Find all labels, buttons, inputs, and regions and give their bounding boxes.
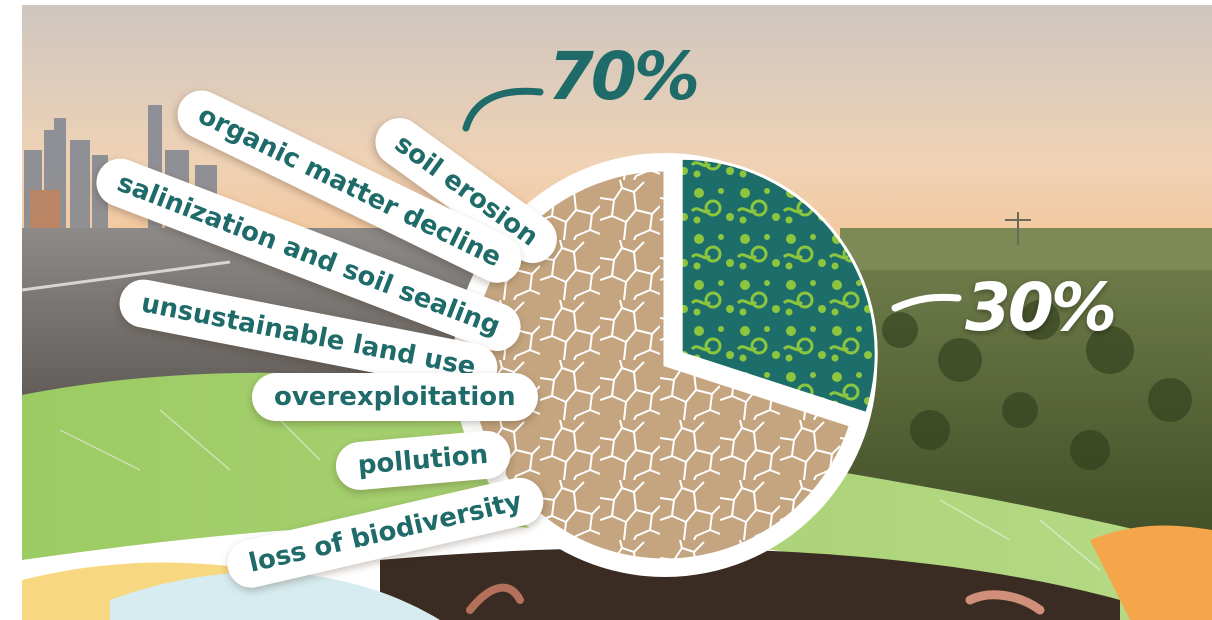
- pie-label-70: 70%: [548, 38, 700, 115]
- arrow-30: [891, 293, 962, 312]
- arrow-70: [462, 87, 544, 132]
- threat-label-overexploitation: overexploitation: [252, 373, 538, 421]
- pie-chart: [468, 156, 878, 562]
- pie-label-30: 30%: [965, 269, 1117, 346]
- pie-slice-30: [679, 156, 878, 416]
